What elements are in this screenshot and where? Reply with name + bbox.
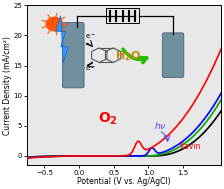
Y-axis label: Current Density (mA/cm²): Current Density (mA/cm²): [3, 36, 12, 135]
X-axis label: Potential (V vs. Ag/AgCl): Potential (V vs. Ag/AgCl): [77, 177, 171, 186]
Text: $h\nu$: $h\nu$: [154, 120, 166, 131]
Text: $\mathbf{H_2O}$: $\mathbf{H_2O}$: [115, 50, 141, 63]
Text: $\mathbf{O_2}$: $\mathbf{O_2}$: [99, 111, 118, 127]
Text: flavin: flavin: [180, 142, 201, 151]
